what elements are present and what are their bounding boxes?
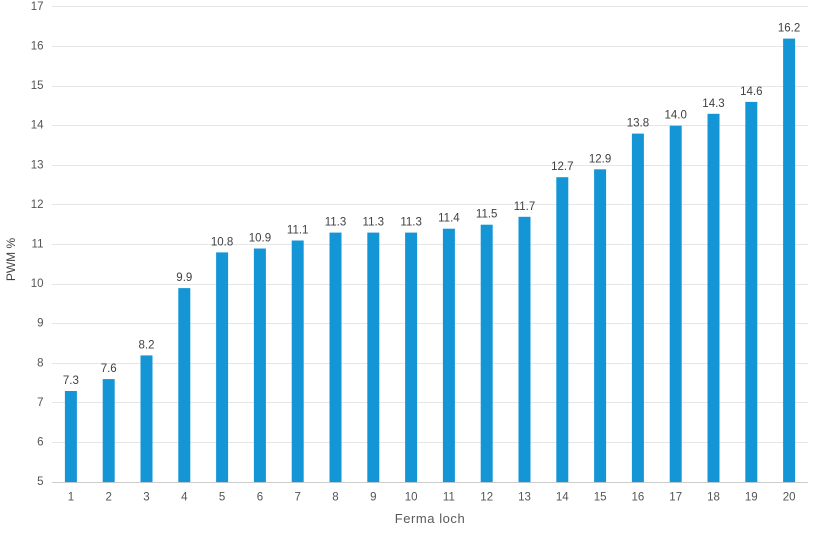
svg-text:12: 12 [31, 199, 44, 211]
svg-text:16.2: 16.2 [778, 23, 800, 35]
svg-text:14: 14 [31, 120, 44, 132]
svg-text:9: 9 [37, 318, 43, 330]
svg-text:11: 11 [32, 239, 44, 251]
svg-text:11.5: 11.5 [476, 209, 498, 221]
svg-text:12.9: 12.9 [589, 153, 611, 165]
svg-text:14.6: 14.6 [740, 86, 762, 98]
svg-text:17: 17 [31, 1, 44, 13]
svg-text:3: 3 [143, 492, 149, 504]
svg-text:15: 15 [31, 80, 44, 92]
svg-text:11.7: 11.7 [514, 201, 536, 213]
svg-text:10: 10 [405, 492, 418, 504]
svg-text:7: 7 [37, 397, 43, 409]
svg-text:7.6: 7.6 [101, 363, 117, 375]
svg-text:13.8: 13.8 [627, 118, 649, 130]
svg-text:1: 1 [68, 492, 74, 504]
svg-text:2: 2 [105, 492, 111, 504]
svg-text:PWM %: PWM % [4, 238, 18, 282]
svg-text:10: 10 [31, 278, 44, 290]
svg-text:12: 12 [480, 492, 493, 504]
svg-text:5: 5 [37, 476, 43, 488]
svg-text:8.2: 8.2 [139, 339, 155, 351]
svg-text:11.4: 11.4 [438, 213, 460, 225]
svg-text:11.3: 11.3 [400, 217, 422, 229]
svg-text:14.3: 14.3 [702, 98, 724, 110]
svg-text:11.3: 11.3 [363, 217, 385, 229]
svg-text:16: 16 [632, 492, 645, 504]
svg-text:14.0: 14.0 [665, 110, 687, 122]
svg-text:7: 7 [294, 492, 300, 504]
svg-text:14: 14 [556, 492, 569, 504]
svg-text:18: 18 [707, 492, 720, 504]
svg-text:8: 8 [37, 357, 43, 369]
svg-text:Ferma loch: Ferma loch [395, 511, 466, 526]
svg-text:17: 17 [669, 492, 682, 504]
svg-text:11: 11 [443, 492, 455, 504]
svg-text:9: 9 [370, 492, 376, 504]
svg-text:8: 8 [332, 492, 338, 504]
svg-text:12.7: 12.7 [551, 161, 573, 173]
svg-text:10.9: 10.9 [249, 233, 271, 245]
svg-text:10.8: 10.8 [211, 236, 233, 248]
svg-text:5: 5 [219, 492, 225, 504]
svg-text:4: 4 [181, 492, 188, 504]
svg-text:15: 15 [594, 492, 607, 504]
svg-text:6: 6 [37, 437, 43, 449]
svg-text:16: 16 [31, 41, 44, 53]
svg-text:9.9: 9.9 [176, 272, 192, 284]
svg-text:6: 6 [257, 492, 263, 504]
svg-text:19: 19 [745, 492, 758, 504]
svg-text:13: 13 [518, 492, 531, 504]
svg-text:13: 13 [31, 159, 44, 171]
svg-text:11.1: 11.1 [287, 225, 309, 237]
svg-text:20: 20 [783, 492, 796, 504]
svg-text:7.3: 7.3 [63, 375, 79, 387]
svg-text:11.3: 11.3 [325, 217, 347, 229]
